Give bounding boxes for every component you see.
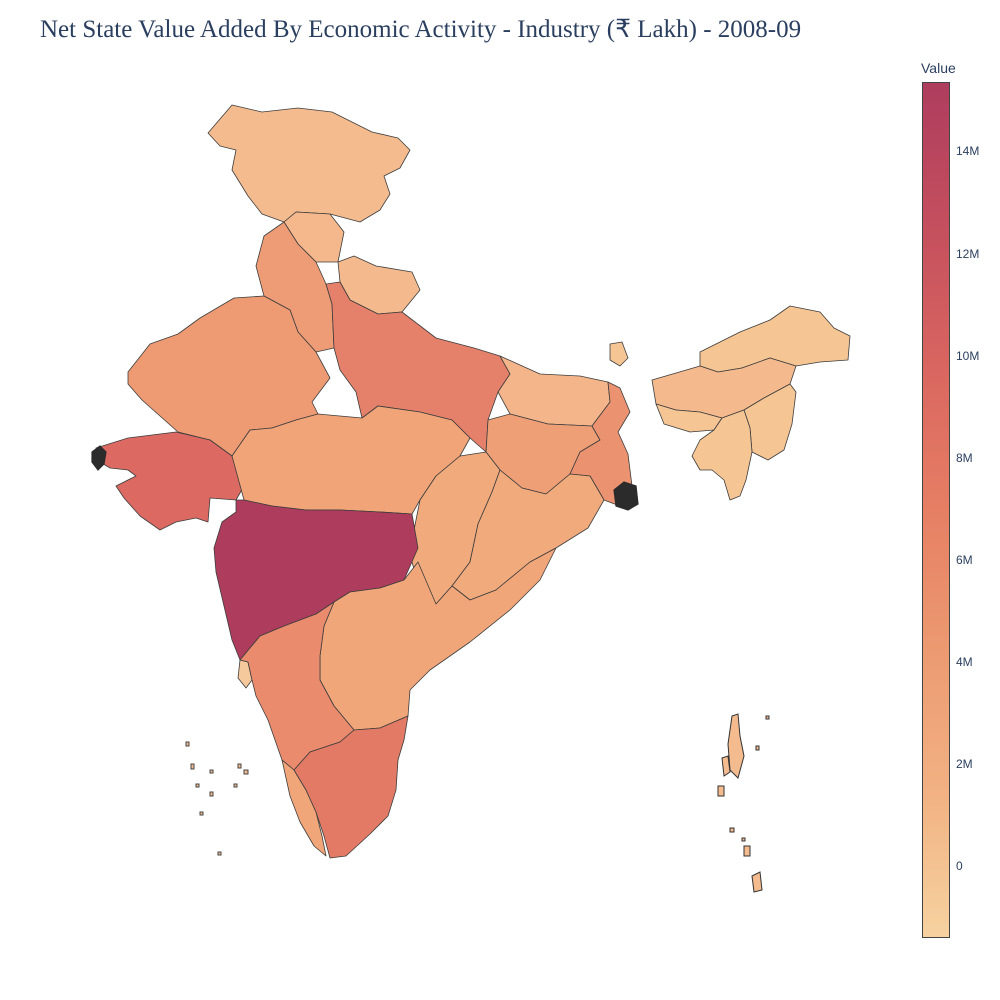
andaman-nicobar-islands (717, 713, 770, 893)
colorbar-tick-label: 14M (956, 144, 980, 158)
colorbar-tick-label: 2M (956, 757, 973, 771)
state-sikkim[interactable] (609, 341, 629, 367)
state-gujarat[interactable] (95, 431, 245, 531)
colorbar (922, 82, 950, 938)
lakshadweep-islands (185, 741, 249, 856)
state-tripura-mizoram[interactable] (691, 409, 753, 501)
colorbar-title: Value (921, 60, 956, 76)
colorbar-tick-label: 8M (956, 451, 973, 465)
kutch-coastline (91, 445, 107, 471)
map-title: Net State Value Added By Economic Activi… (40, 16, 802, 43)
sundarbans-delta (613, 481, 639, 511)
state-tamil-nadu[interactable] (293, 715, 409, 859)
colorbar-tick-label: 10M (956, 349, 980, 363)
colorbar-tick-label: 6M (956, 553, 973, 567)
colorbar-tick-label: 4M (956, 655, 973, 669)
colorbar-tick-label: 0 (956, 859, 963, 873)
colorbar-tick-label: 12M (956, 247, 980, 261)
state-jammu-kashmir[interactable] (207, 104, 411, 223)
